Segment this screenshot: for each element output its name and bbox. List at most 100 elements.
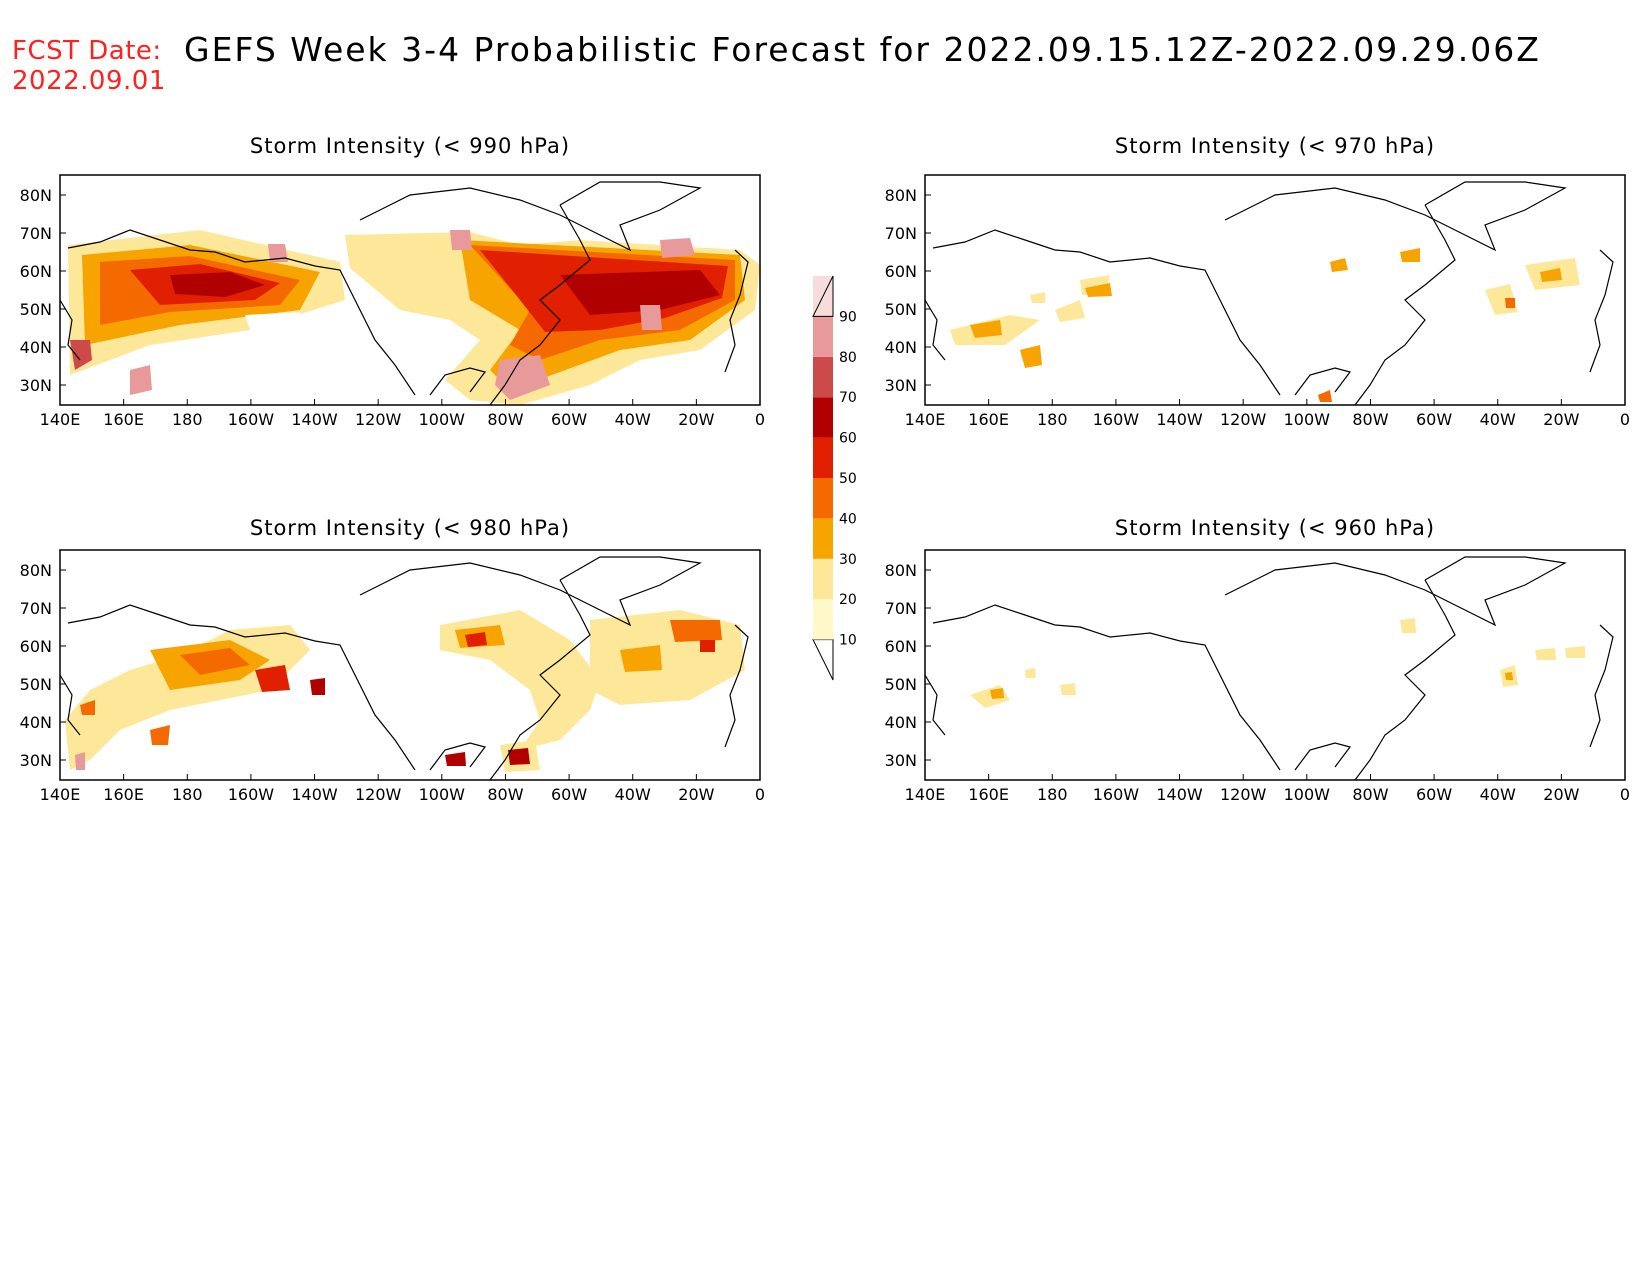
colorbar-label: 40 bbox=[839, 511, 857, 527]
lon-tick-label: 120W bbox=[1220, 410, 1267, 429]
lat-tick-label: 40N bbox=[885, 338, 917, 357]
coastlines bbox=[925, 181, 1614, 405]
page-title: GEFS Week 3-4 Probabilistic Forecast for… bbox=[184, 30, 1541, 69]
colorbar-under-triangle bbox=[812, 639, 834, 681]
lon-tick-label: 160W bbox=[1093, 785, 1140, 804]
longitude-ticks: 140E 160E 180 160W 140W 120W 100W 80W 60W 40W 20W 0 bbox=[40, 774, 765, 804]
lon-tick-label: 60W bbox=[551, 785, 587, 804]
coastlines bbox=[925, 556, 1614, 780]
lon-tick-label: 40W bbox=[615, 785, 651, 804]
coastlines bbox=[60, 556, 749, 780]
probability-field bbox=[970, 618, 1585, 708]
lat-tick-label: 40N bbox=[20, 338, 52, 357]
lat-tick-label: 70N bbox=[20, 599, 52, 618]
colorbar-swatch bbox=[813, 397, 833, 438]
lat-tick-label: 40N bbox=[885, 713, 917, 732]
lon-tick-label: 80W bbox=[1352, 410, 1388, 429]
colorbar-over-triangle bbox=[812, 275, 834, 317]
lon-tick-label: 100W bbox=[1284, 785, 1331, 804]
lon-tick-label: 160W bbox=[228, 785, 275, 804]
lat-tick-label: 60N bbox=[20, 262, 52, 281]
lon-tick-label: 100W bbox=[419, 785, 466, 804]
map-panel-960: Storm Intensity (< 960 hPa) 80N 70N 60N 50N… bbox=[885, 516, 1630, 804]
latitude-ticks: 80N 70N 60N 50N 40N 30N bbox=[885, 561, 931, 770]
lon-tick-label: 0 bbox=[755, 785, 765, 804]
lat-tick-label: 30N bbox=[885, 376, 917, 395]
latitude-ticks: 80N 70N 60N 50N 40N 30N bbox=[20, 186, 66, 395]
lon-tick-label: 60W bbox=[1416, 410, 1452, 429]
lon-tick-label: 20W bbox=[678, 785, 714, 804]
colorbar-label: 80 bbox=[839, 350, 857, 366]
panel-title: Storm Intensity (< 970 hPa) bbox=[1115, 134, 1435, 158]
lon-tick-label: 40W bbox=[1480, 410, 1516, 429]
lon-tick-label: 20W bbox=[678, 410, 714, 429]
lon-tick-label: 0 bbox=[1620, 785, 1630, 804]
colorbar-swatch bbox=[813, 437, 833, 478]
map-panel-990: Storm Intensity (< 990 hPa) bbox=[20, 134, 765, 429]
lat-tick-label: 60N bbox=[885, 637, 917, 656]
lat-tick-label: 30N bbox=[20, 751, 52, 770]
map-frame bbox=[924, 549, 1626, 781]
panel-title: Storm Intensity (< 960 hPa) bbox=[1115, 516, 1435, 540]
colorbar-swatch bbox=[813, 599, 833, 640]
colorbar-label: 30 bbox=[839, 552, 857, 568]
colorbar-swatch bbox=[813, 316, 833, 357]
colorbar-label: 50 bbox=[839, 471, 857, 487]
lon-tick-label: 160W bbox=[228, 410, 275, 429]
longitude-ticks: 140E 160E 180 160W 140W 120W 100W 80W 60W 40W 20W 0 bbox=[40, 399, 765, 429]
lon-tick-label: 140E bbox=[905, 785, 946, 804]
lat-tick-label: 40N bbox=[20, 713, 52, 732]
map-frame bbox=[59, 174, 761, 406]
forecast-date-label: FCST Date: bbox=[12, 36, 162, 66]
lon-tick-label: 160E bbox=[968, 410, 1009, 429]
lon-tick-label: 80W bbox=[487, 410, 523, 429]
colorbar-label: 70 bbox=[839, 390, 857, 406]
lon-tick-label: 40W bbox=[1480, 785, 1516, 804]
colorbar-legend: 10 20 30 40 50 60 70 80 90 bbox=[812, 275, 857, 681]
lon-tick-label: 160E bbox=[103, 785, 144, 804]
lon-tick-label: 140W bbox=[291, 410, 338, 429]
probability-field bbox=[950, 248, 1580, 402]
colorbar-label: 20 bbox=[839, 592, 857, 608]
lon-tick-label: 120W bbox=[1220, 785, 1267, 804]
colorbar-swatch bbox=[813, 356, 833, 398]
map-frame bbox=[59, 549, 761, 781]
lon-tick-label: 160W bbox=[1093, 410, 1140, 429]
map-frame bbox=[924, 174, 1626, 406]
lon-tick-label: 80W bbox=[487, 785, 523, 804]
longitude-ticks: 140E 160E 180 160W 140W 120W 100W 80W 60W 40W 20W 0 bbox=[905, 774, 1630, 804]
coastlines bbox=[60, 181, 749, 405]
lon-tick-label: 60W bbox=[551, 410, 587, 429]
lon-tick-label: 0 bbox=[755, 410, 765, 429]
lat-tick-label: 80N bbox=[885, 186, 917, 205]
panel-title: Storm Intensity (< 980 hPa) bbox=[250, 516, 570, 540]
lat-tick-label: 80N bbox=[885, 561, 917, 580]
lon-tick-label: 140E bbox=[40, 410, 81, 429]
panel-title: Storm Intensity (< 990 hPa) bbox=[250, 134, 570, 158]
latitude-ticks: 80N 70N 60N 50N 40N 30N bbox=[20, 561, 66, 770]
lon-tick-label: 140W bbox=[291, 785, 338, 804]
lon-tick-label: 180 bbox=[1037, 785, 1068, 804]
lon-tick-label: 120W bbox=[355, 785, 402, 804]
lat-tick-label: 30N bbox=[20, 376, 52, 395]
lon-tick-label: 180 bbox=[172, 785, 203, 804]
lon-tick-label: 180 bbox=[1037, 410, 1068, 429]
lat-tick-label: 80N bbox=[20, 186, 52, 205]
lat-tick-label: 60N bbox=[885, 262, 917, 281]
lon-tick-label: 140W bbox=[1156, 410, 1203, 429]
colorbar-label: 10 bbox=[839, 633, 857, 649]
lat-tick-label: 50N bbox=[885, 675, 917, 694]
longitude-ticks: 140E 160E 180 160W 140W 120W 100W 80W 60W 40W 20W 0 bbox=[905, 399, 1630, 429]
lat-tick-label: 30N bbox=[885, 751, 917, 770]
colorbar-label: 60 bbox=[839, 431, 857, 447]
colorbar-swatch bbox=[813, 518, 833, 559]
lon-tick-label: 20W bbox=[1543, 410, 1579, 429]
lon-tick-label: 120W bbox=[355, 410, 402, 429]
probability-field bbox=[65, 610, 745, 772]
lon-tick-label: 0 bbox=[1620, 410, 1630, 429]
lat-tick-label: 70N bbox=[885, 599, 917, 618]
prob-blob bbox=[345, 230, 760, 405]
lat-tick-label: 70N bbox=[885, 224, 917, 243]
probability-field bbox=[68, 230, 760, 405]
